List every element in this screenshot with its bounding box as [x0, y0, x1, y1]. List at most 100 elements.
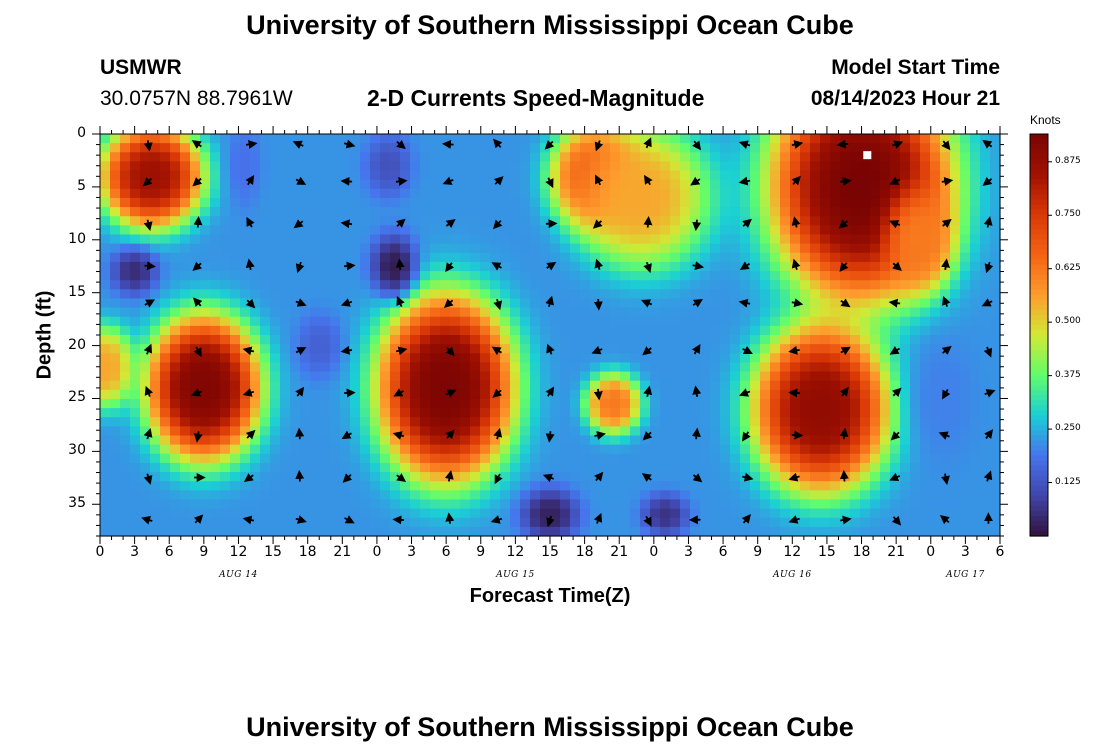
heatmap-cell: [180, 426, 191, 437]
heatmap-cell: [330, 453, 341, 464]
heatmap-cell: [400, 499, 411, 510]
heatmap-cell: [670, 472, 681, 482]
heatmap-cell: [290, 490, 301, 501]
heatmap-cell: [880, 353, 891, 364]
heatmap-cell: [410, 307, 421, 318]
heatmap-cell: [800, 134, 811, 144]
heatmap-cell: [320, 462, 331, 473]
heatmap-cell: [450, 453, 461, 464]
heatmap-cell: [980, 481, 991, 491]
heatmap-cell: [540, 325, 551, 336]
heatmap-cell: [680, 472, 691, 482]
heatmap-cell: [970, 243, 981, 254]
heatmap-cell: [770, 188, 781, 199]
heatmap-cell: [840, 462, 851, 473]
heatmap-cell: [330, 417, 341, 427]
heatmap-cell: [510, 353, 521, 364]
heatmap-cell: [800, 426, 811, 437]
heatmap-cell: [340, 435, 351, 446]
heatmap-cell: [200, 344, 211, 354]
heatmap-cell: [730, 481, 741, 491]
heatmap-cell: [630, 417, 641, 427]
heatmap-cell: [790, 526, 801, 537]
heatmap-cell: [570, 161, 581, 172]
heatmap-cell: [560, 462, 571, 473]
heatmap-cell: [830, 134, 841, 144]
heatmap-cell: [480, 490, 491, 501]
heatmap-cell: [670, 161, 681, 172]
heatmap-cell: [360, 371, 371, 382]
heatmap-cell: [820, 252, 831, 263]
heatmap-cell: [800, 234, 811, 245]
heatmap-cell: [370, 252, 381, 263]
heatmap-cell: [400, 271, 411, 281]
heatmap-cell: [440, 325, 451, 336]
heatmap-cell: [120, 472, 131, 482]
heatmap-cell: [150, 517, 161, 528]
heatmap-cell: [710, 371, 721, 382]
heatmap-cell: [950, 435, 961, 446]
heatmap-cell: [720, 289, 731, 300]
heatmap-cell: [210, 280, 221, 290]
heatmap-cell: [140, 362, 151, 373]
heatmap-cell: [100, 234, 111, 245]
current-arrow: [493, 138, 503, 149]
current-arrow: [643, 137, 652, 149]
heatmap-cell: [370, 261, 381, 272]
heatmap-cell: [510, 426, 521, 437]
heatmap-cell: [700, 444, 711, 455]
heatmap-cell: [110, 252, 121, 263]
heatmap-cell: [610, 280, 621, 290]
heatmap-cell: [210, 462, 221, 473]
heatmap-cell: [900, 316, 911, 327]
heatmap-cell: [730, 179, 741, 190]
heatmap-cell: [140, 380, 151, 391]
heatmap-cell: [810, 499, 821, 510]
heatmap-cell: [340, 134, 351, 144]
heatmap-cell: [420, 426, 431, 437]
heatmap-cell: [430, 289, 441, 300]
heatmap-cell: [220, 252, 231, 263]
heatmap-cell: [700, 481, 711, 491]
heatmap-cell: [980, 325, 991, 336]
heatmap-cell: [450, 207, 461, 217]
heatmap-cell: [330, 170, 341, 181]
heatmap-cell: [500, 289, 511, 300]
heatmap-cell: [850, 197, 861, 208]
heatmap-cell: [540, 316, 551, 327]
heatmap-cell: [120, 499, 131, 510]
heatmap-cell: [780, 453, 791, 464]
heatmap-cell: [100, 462, 111, 473]
heatmap-cell: [610, 289, 621, 300]
heatmap-cell: [280, 234, 291, 245]
heatmap-cell: [850, 371, 861, 382]
heatmap-cell: [760, 161, 771, 172]
heatmap-cell: [620, 453, 631, 464]
heatmap-cell: [210, 216, 221, 226]
heatmap-cell: [750, 197, 761, 208]
heatmap-cell: [220, 316, 231, 327]
heatmap-cell: [220, 508, 231, 519]
heatmap-cell: [130, 526, 141, 537]
heatmap-cell: [330, 344, 341, 354]
heatmap-cell: [670, 426, 681, 437]
heatmap-cell: [230, 216, 241, 226]
heatmap-cell: [570, 143, 581, 153]
heatmap-cell: [200, 197, 211, 208]
heatmap-cell: [350, 207, 361, 217]
heatmap-cell: [710, 170, 721, 181]
heatmap-cell: [310, 362, 321, 373]
heatmap-cell: [780, 161, 791, 172]
heatmap-cell: [120, 353, 131, 364]
heatmap-cell: [130, 234, 141, 245]
heatmap-cell: [160, 490, 171, 501]
heatmap-cell: [570, 453, 581, 464]
current-arrow: [840, 515, 852, 525]
heatmap-cell: [460, 453, 471, 464]
current-arrow: [690, 176, 701, 186]
heatmap-cell: [930, 261, 941, 272]
heatmap-cell: [380, 398, 391, 409]
current-arrow: [941, 473, 950, 486]
heatmap-cell: [690, 508, 701, 519]
heatmap-cell: [650, 490, 661, 501]
